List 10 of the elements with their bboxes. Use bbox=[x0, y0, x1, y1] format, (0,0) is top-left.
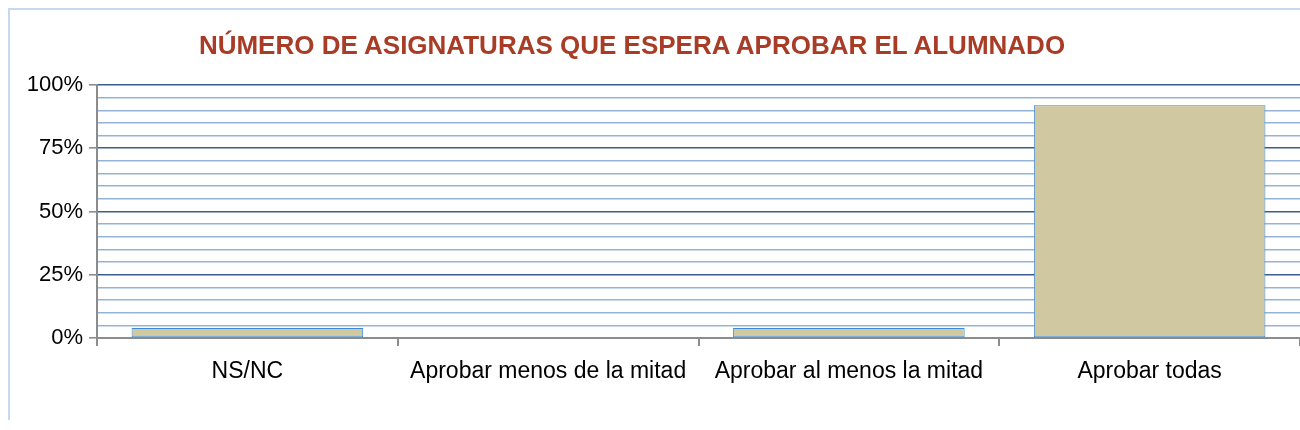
x-tick-label: Aprobar todas bbox=[1077, 357, 1222, 384]
x-tick-label: Aprobar menos de la mitad bbox=[410, 357, 687, 384]
y-tick-label: 25% bbox=[38, 260, 83, 286]
x-tick-label: NS/NC bbox=[211, 357, 284, 384]
y-tick-label: 100% bbox=[26, 71, 83, 97]
x-tick-label: Aprobar al menos la mitad bbox=[714, 357, 984, 384]
y-tick-label: 0% bbox=[51, 324, 83, 350]
y-tick-label: 50% bbox=[38, 197, 83, 223]
chart-title: NÚMERO DE ASIGNATURAS QUE ESPERA APROBAR EL ALUMNADO bbox=[197, 30, 1067, 61]
y-tick-label: 75% bbox=[38, 134, 83, 160]
